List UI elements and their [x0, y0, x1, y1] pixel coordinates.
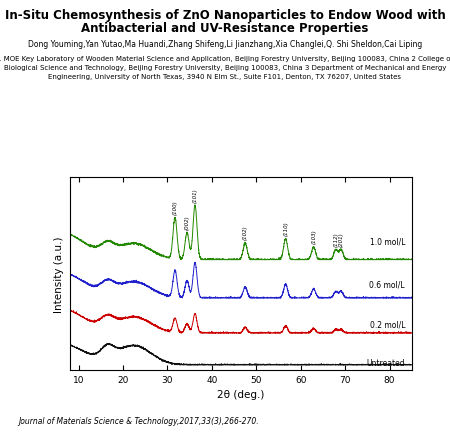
Text: (110): (110) [283, 221, 288, 235]
Text: Biological Science and Technology, Beijing Forestry University, Beijing 100083, : Biological Science and Technology, Beiji… [4, 65, 446, 71]
Text: Dong Youming,Yan Yutao,Ma Huandi,Zhang Shifeng,Li Jianzhang,Xia Changlei,Q. Shi : Dong Youming,Yan Yutao,Ma Huandi,Zhang S… [28, 40, 422, 49]
Text: Antibacterial and UV-Resistance Properties: Antibacterial and UV-Resistance Properti… [81, 22, 369, 35]
Text: 0.6 mol/L: 0.6 mol/L [369, 280, 405, 289]
Text: In-Situ Chemosynthesis of ZnO Nanoparticles to Endow Wood with: In-Situ Chemosynthesis of ZnO Nanopartic… [4, 9, 446, 22]
Text: Journal of Materials Science & Technology,2017,33(3),266-270.: Journal of Materials Science & Technolog… [18, 416, 259, 425]
Text: (112): (112) [333, 232, 338, 247]
Text: (102): (102) [243, 225, 248, 240]
Text: 1 MOE Key Laboratory of Wooden Material Science and Application, Beijing Forestr: 1 MOE Key Laboratory of Wooden Material … [0, 56, 450, 62]
Text: (201): (201) [339, 232, 344, 247]
Y-axis label: Intensity (a.u.): Intensity (a.u.) [54, 236, 64, 312]
Text: (101): (101) [193, 187, 198, 202]
Text: 0.2 mol/L: 0.2 mol/L [369, 320, 405, 329]
Text: 1.0 mol/L: 1.0 mol/L [369, 237, 405, 245]
Text: (100): (100) [172, 200, 177, 215]
X-axis label: 2θ (deg.): 2θ (deg.) [217, 389, 265, 399]
Text: Untreated: Untreated [366, 358, 405, 367]
Text: (002): (002) [184, 215, 189, 230]
Text: (103): (103) [311, 229, 316, 244]
Text: Engineering, University of North Texas, 3940 N Elm St., Suite F101, Denton, TX 7: Engineering, University of North Texas, … [49, 74, 401, 80]
